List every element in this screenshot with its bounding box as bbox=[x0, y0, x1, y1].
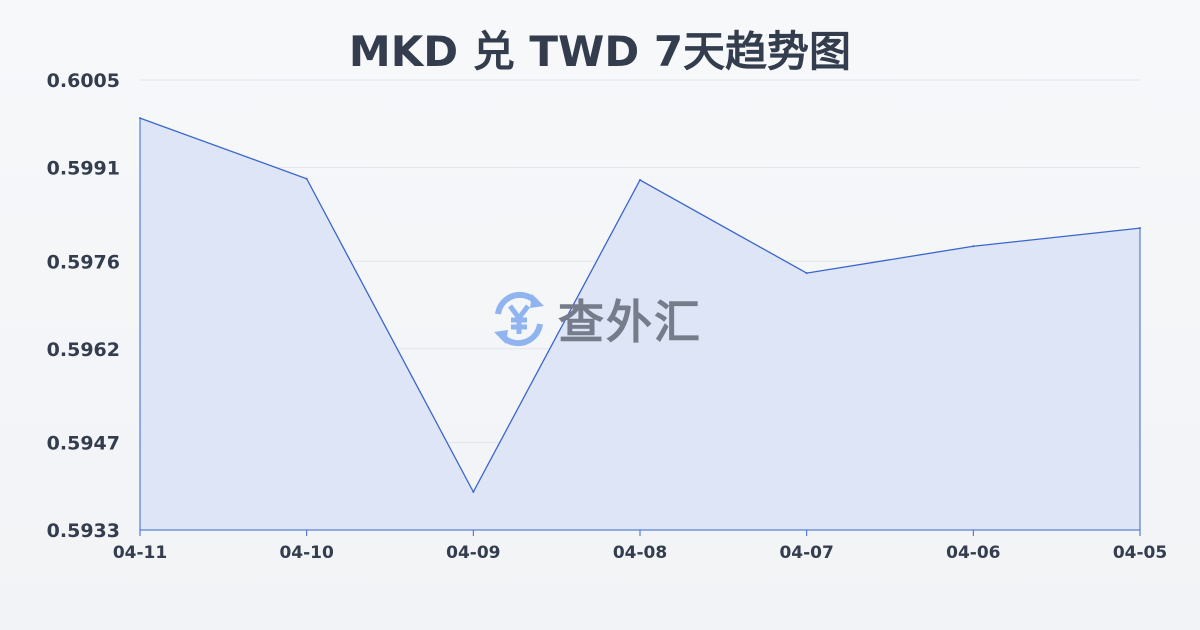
area-fill bbox=[140, 118, 1140, 530]
x-tick-label: 04-09 bbox=[446, 543, 500, 563]
y-tick-label: 0.6005 bbox=[47, 70, 120, 92]
x-tick-label: 04-11 bbox=[113, 543, 167, 563]
chart-title: MKD 兑 TWD 7天趋势图 bbox=[348, 27, 852, 76]
x-tick-label: 04-08 bbox=[613, 543, 667, 563]
data-point bbox=[472, 490, 475, 493]
data-point bbox=[1139, 227, 1141, 230]
data-point bbox=[805, 272, 808, 275]
x-tick-label: 04-06 bbox=[946, 543, 1000, 563]
x-tick-label: 04-05 bbox=[1113, 543, 1167, 563]
y-tick-label: 0.5947 bbox=[47, 433, 120, 455]
y-tick-label: 0.5962 bbox=[47, 339, 120, 361]
x-tick-label: 04-10 bbox=[279, 543, 334, 563]
data-point bbox=[139, 117, 141, 120]
y-tick-label: 0.5991 bbox=[47, 158, 120, 180]
x-tick-label: 04-07 bbox=[779, 543, 833, 563]
watermark: 查外汇 bbox=[488, 286, 702, 352]
y-tick-label: 0.5976 bbox=[47, 251, 120, 273]
yen-exchange-icon bbox=[494, 291, 544, 347]
data-point bbox=[972, 245, 975, 248]
y-tick-label: 0.5933 bbox=[47, 520, 120, 542]
watermark-text: 查外汇 bbox=[558, 295, 702, 349]
data-point bbox=[639, 179, 641, 181]
data-point bbox=[305, 177, 308, 180]
